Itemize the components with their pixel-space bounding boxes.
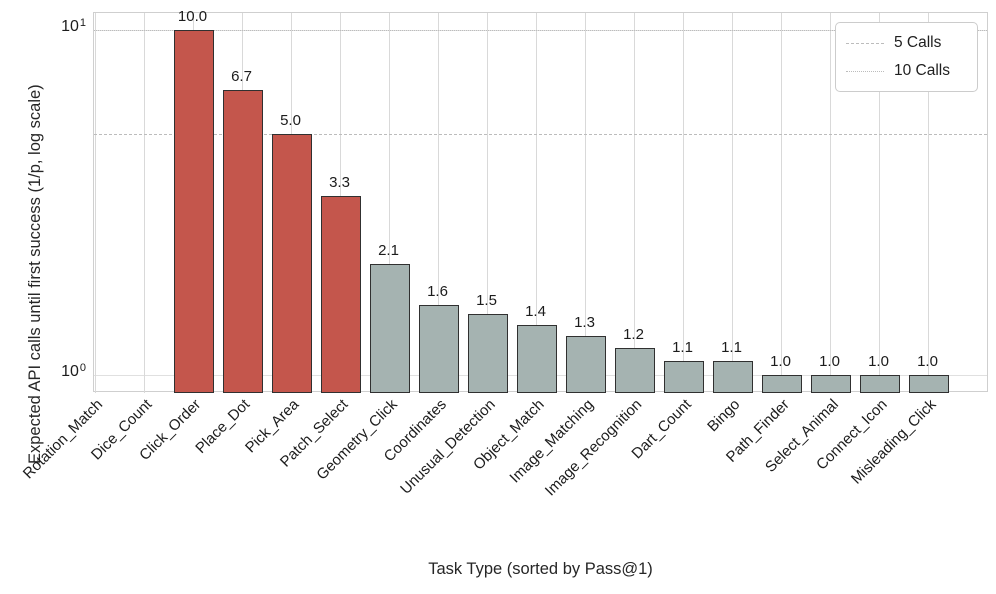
x-tick-image-matching: Image_Matching — [506, 396, 597, 487]
gridline-vertical — [486, 13, 489, 393]
value-label-place-dot: 6.7 — [231, 68, 252, 85]
bar-image-recognition — [614, 347, 655, 393]
value-label-image-matching: 1.3 — [574, 313, 595, 331]
gridline-vertical — [535, 13, 538, 393]
reference-line-5-calls — [94, 133, 987, 135]
y-tick-base: 10 — [61, 363, 79, 380]
bar-misleading-click — [908, 375, 949, 393]
y-tick-exponent: 1 — [79, 17, 86, 29]
bar-bingo — [712, 360, 753, 393]
value-label-unusual-detection: 1.5 — [476, 292, 497, 310]
legend-item-10-calls: 10 Calls — [846, 57, 967, 85]
bar-geometry-click — [369, 263, 410, 393]
gridline-vertical — [94, 13, 97, 393]
y-tick-10-1: 101 — [0, 17, 86, 36]
bar-connect-icon — [859, 375, 900, 393]
bar-dart-count — [663, 360, 704, 393]
bar-coordinates — [418, 304, 459, 393]
gridline-vertical — [927, 13, 930, 393]
gridline-vertical — [878, 13, 881, 393]
legend-label-10-calls: 10 Calls — [894, 62, 950, 79]
x-tick-bingo: Bingo — [704, 396, 744, 436]
value-label-connect-icon: 1.0 — [868, 353, 889, 370]
bar-path-finder — [761, 375, 802, 393]
bar-place-dot — [222, 90, 263, 393]
value-label-misleading-click: 1.0 — [917, 353, 938, 370]
bar-object-match — [516, 324, 557, 393]
gridline-vertical — [633, 13, 636, 393]
value-label-dart-count: 1.1 — [672, 338, 693, 356]
x-axis-title: Task Type (sorted by Pass@1) — [428, 560, 653, 578]
gridline-vertical — [584, 13, 587, 393]
value-label-image-recognition: 1.2 — [623, 325, 644, 343]
gridline-vertical — [682, 13, 685, 393]
dotted-line-icon — [846, 70, 884, 72]
legend-item-5-calls: 5 Calls — [846, 29, 967, 57]
bar-unusual-detection — [467, 314, 508, 393]
value-label-coordinates: 1.6 — [427, 282, 448, 300]
y-axis-title: Expected API calls until first success (… — [26, 84, 44, 464]
dashed-line-icon — [846, 42, 884, 44]
value-label-pick-area: 5.0 — [280, 111, 301, 129]
gridline-vertical — [829, 13, 832, 393]
bar-pick-area — [271, 133, 312, 393]
legend-label-5-calls: 5 Calls — [894, 34, 942, 51]
value-label-object-match: 1.4 — [525, 302, 546, 320]
bar-select-animal — [810, 375, 851, 393]
y-tick-base: 10 — [61, 18, 79, 35]
x-tick-misleading-click: Misleading_Click — [847, 396, 940, 488]
y-tick-exponent: 0 — [79, 362, 86, 374]
bar-image-matching — [565, 335, 606, 393]
bar-click-order — [173, 30, 214, 393]
gridline-vertical — [143, 13, 146, 393]
value-label-bingo: 1.1 — [721, 338, 742, 356]
legend: 5 Calls 10 Calls — [835, 22, 978, 92]
gridline-vertical — [388, 13, 391, 393]
gridline-vertical — [437, 13, 440, 393]
value-label-select-animal: 1.0 — [819, 353, 840, 370]
gridline-vertical — [731, 13, 734, 393]
value-label-path-finder: 1.0 — [770, 353, 791, 370]
value-label-geometry-click: 2.1 — [378, 241, 399, 259]
reference-line-10-calls — [94, 30, 987, 31]
value-label-patch-select: 3.3 — [329, 174, 350, 192]
gridline-vertical — [780, 13, 783, 393]
y-tick-10-0: 100 — [0, 362, 86, 381]
value-label-click-order: 10.0 — [177, 8, 208, 25]
bar-patch-select — [320, 196, 361, 393]
